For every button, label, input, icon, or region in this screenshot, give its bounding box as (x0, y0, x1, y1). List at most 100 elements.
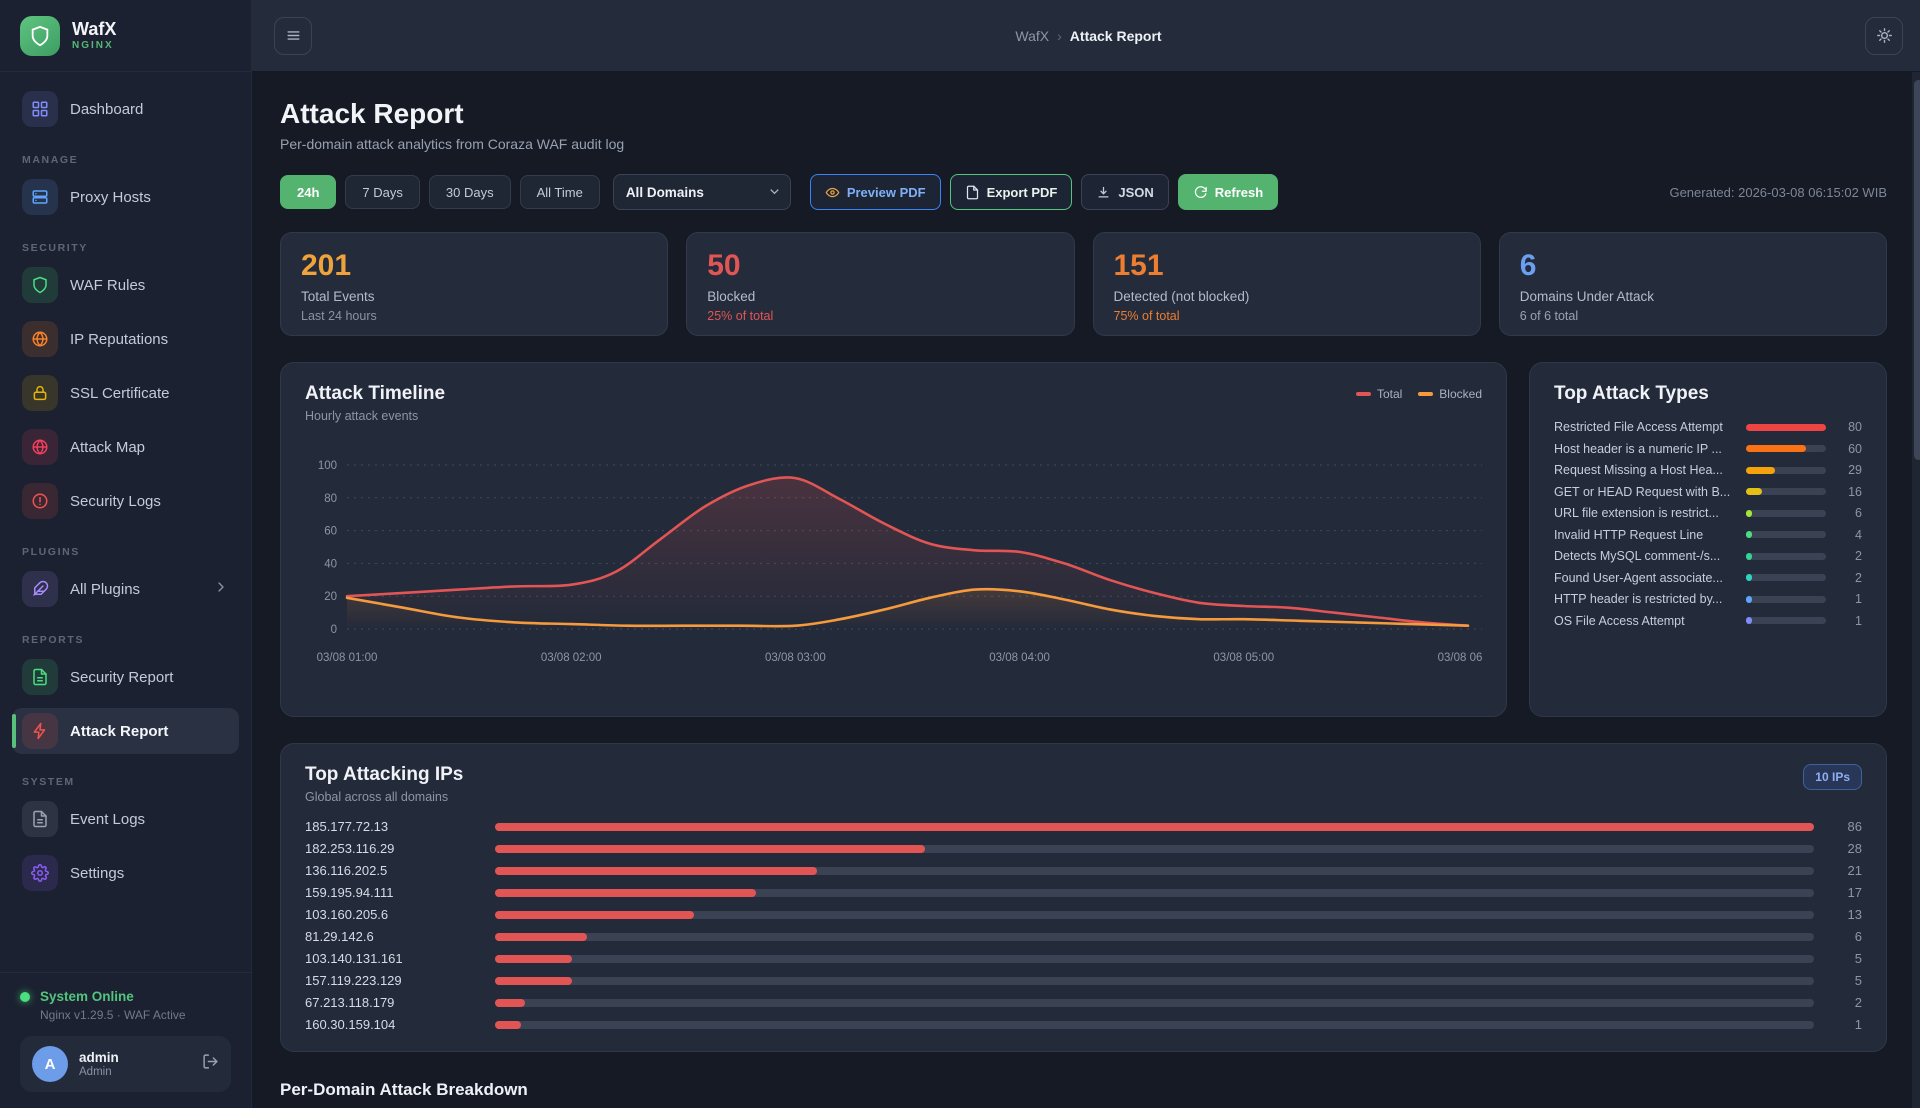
ip-list: 185.177.72.13 86 182.253.116.29 28 136.116.2… (305, 819, 1862, 1032)
stat-sub: 25% of total (707, 309, 774, 323)
range-button-all-time[interactable]: All Time (519, 175, 600, 209)
ip-bar (495, 998, 526, 1007)
sidebar-item-label: Security Logs (70, 492, 161, 510)
attack-type-value: 80 (1848, 420, 1862, 434)
breadcrumb-root[interactable]: WafX (1015, 27, 1050, 44)
sidebar-item-ssl-certificate[interactable]: SSL Certificate (12, 370, 239, 416)
sidebar-item-event-logs[interactable]: Event Logs (12, 796, 239, 842)
attack-type-bar (1746, 445, 1806, 452)
sidebar-item-label: Attack Map (70, 438, 146, 456)
sidebar-item-label: Event Logs (70, 810, 146, 828)
ip-bar-track (495, 822, 1814, 831)
attack-type-bar-track (1746, 423, 1826, 431)
svg-text:03/08 05:00: 03/08 05:00 (1213, 652, 1274, 664)
refresh-button[interactable]: Refresh (1177, 174, 1279, 210)
sidebar-item-waf-rules[interactable]: WAF Rules (12, 262, 239, 308)
attack-type-bar (1746, 488, 1762, 495)
ip-bar-track (495, 866, 1814, 875)
eye-icon (825, 187, 840, 197)
attack-type-bar (1746, 595, 1753, 603)
ip-count: 6 (1854, 929, 1862, 944)
range-button-7-days[interactable]: 7 Days (345, 175, 420, 209)
range-button-30-days[interactable]: 30 Days (428, 175, 511, 209)
ip-count: 5 (1854, 973, 1862, 988)
nav-section-label: SYSTEM (22, 776, 75, 788)
sidebar-item-settings[interactable]: Settings (12, 850, 239, 896)
stat-card: 6 Domains Under Attack 6 of 6 total (1498, 232, 1887, 336)
scrollbar-track[interactable] (1912, 72, 1920, 1108)
file-icon (966, 185, 978, 199)
sidebar-item-label: Attack Report (70, 722, 169, 740)
top-attack-types-panel: Top Attack Types Restricted File Access … (1529, 362, 1887, 717)
export-json-button[interactable]: JSON (1081, 174, 1169, 210)
menu-toggle-button[interactable] (274, 16, 312, 55)
range-button-24h[interactable]: 24h (280, 175, 337, 209)
attack-type-bar-track (1746, 617, 1826, 624)
file-text-icon (22, 801, 58, 837)
globe-icon (22, 429, 58, 465)
export-pdf-button[interactable]: Export PDF (949, 174, 1073, 210)
attack-type-label: HTTP header is restricted by... (1554, 592, 1723, 606)
page-title: Attack Report (280, 98, 464, 129)
domain-select[interactable]: All Domains (612, 174, 791, 210)
attack-type-bar-track (1746, 466, 1826, 474)
user-name: admin (79, 1050, 119, 1065)
sidebar-item-label: IP Reputations (70, 330, 169, 348)
sidebar-item-attack-report[interactable]: Attack Report (12, 708, 239, 754)
ip-bar-track (495, 998, 1814, 1007)
status-dot (20, 991, 30, 1002)
attack-type-label: Request Missing a Host Hea... (1554, 463, 1723, 477)
svg-text:03/08 02:00: 03/08 02:00 (541, 652, 602, 664)
svg-text:80: 80 (324, 493, 337, 505)
generated-timestamp: Generated: 2026-03-08 06:15:02 WIB (1669, 184, 1887, 200)
attack-type-row: Host header is a numeric IP ... 60 (1554, 441, 1862, 456)
attack-type-bar-track (1746, 595, 1826, 603)
system-status-detail: Nginx v1.29.5 · WAF Active (40, 1008, 186, 1022)
timeline-subtitle: Hourly attack events (305, 409, 419, 423)
attack-type-row: OS File Access Attempt 1 (1554, 614, 1862, 628)
attack-type-row: Invalid HTTP Request Line 4 (1554, 528, 1862, 542)
attack-type-bar-track (1746, 552, 1826, 560)
attack-type-label: Detects MySQL comment-/s... (1554, 549, 1721, 563)
ip-address: 103.140.131.161 (305, 951, 403, 966)
attack-type-value: 1 (1855, 592, 1862, 606)
sidebar-item-security-report[interactable]: Security Report (12, 654, 239, 700)
attack-type-label: GET or HEAD Request with B... (1554, 484, 1731, 499)
attack-type-value: 60 (1848, 441, 1862, 456)
ips-title: Top Attacking IPs (305, 764, 464, 785)
timeline-title: Attack Timeline (305, 383, 446, 404)
attack-type-row: Request Missing a Host Hea... 29 (1554, 463, 1862, 477)
sidebar-item-proxy-hosts[interactable]: Proxy Hosts (12, 174, 239, 220)
preview-pdf-button[interactable]: Preview PDF (809, 174, 941, 210)
attack-type-value: 6 (1855, 506, 1862, 520)
attack-type-row: HTTP header is restricted by... 1 (1554, 592, 1862, 606)
ip-bar-track (495, 844, 1814, 853)
theme-toggle-button[interactable] (1865, 16, 1903, 55)
stat-sub: 75% of total (1113, 309, 1180, 323)
ips-subtitle: Global across all domains (305, 790, 449, 804)
ip-address: 81.29.142.6 (305, 929, 374, 944)
sidebar-item-label: Dashboard (70, 100, 144, 118)
attack-type-bar-track (1746, 509, 1826, 517)
attack-type-bar (1746, 423, 1826, 431)
attack-type-value: 29 (1848, 463, 1862, 477)
globe-icon (22, 321, 58, 357)
ip-bar (495, 954, 572, 963)
sidebar-item-attack-map[interactable]: Attack Map (12, 424, 239, 470)
scrollbar-thumb[interactable] (1914, 80, 1920, 460)
stat-sub: Last 24 hours (301, 309, 377, 323)
sidebar: WafX NGINX Dashboard MANAGE Proxy Hosts SEC… (0, 0, 252, 1108)
stat-label: Total Events (301, 289, 375, 304)
user-card[interactable]: A admin Admin (20, 1036, 231, 1092)
svg-text:100: 100 (318, 460, 337, 472)
ip-row: 136.116.202.5 21 (305, 863, 1862, 878)
logout-icon[interactable] (202, 1053, 219, 1075)
grid-icon (22, 91, 58, 127)
ip-bar-track (495, 910, 1814, 919)
ip-bar-track (495, 932, 1814, 941)
sidebar-item-ip-reputations[interactable]: IP Reputations (12, 316, 239, 362)
ip-bar-track (495, 976, 1814, 985)
sidebar-item-all-plugins[interactable]: All Plugins (12, 566, 239, 612)
sidebar-item-security-logs[interactable]: Security Logs (12, 478, 239, 524)
sidebar-item-dashboard[interactable]: Dashboard (12, 86, 239, 132)
